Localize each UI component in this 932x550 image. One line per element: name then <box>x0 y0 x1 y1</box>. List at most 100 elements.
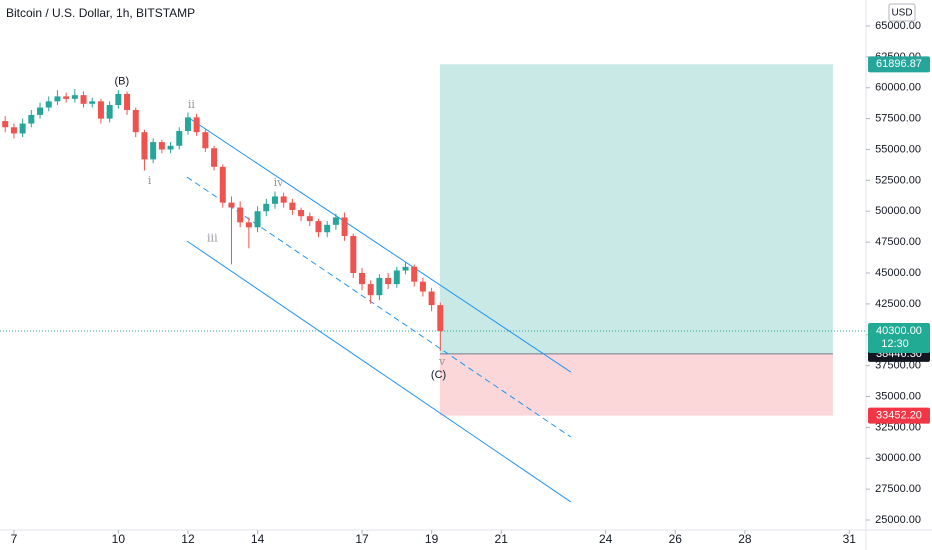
y-tick-label: 25000.00 <box>875 514 921 526</box>
channel-line <box>186 240 572 503</box>
candle-body <box>45 101 52 108</box>
target-price-tag: 61896.87 <box>876 58 922 70</box>
wave-label: ii <box>188 98 196 111</box>
stop-zone <box>439 353 833 416</box>
candle-body <box>132 109 139 133</box>
y-tick-label: 52500.00 <box>875 174 921 186</box>
candle-body <box>141 132 148 160</box>
x-tick-label: 31 <box>843 532 857 546</box>
candle-body <box>115 93 122 106</box>
candle-body <box>167 145 174 150</box>
y-tick-label: 55000.00 <box>875 143 921 155</box>
wave-label: iii <box>207 231 218 244</box>
candle-body <box>411 266 418 282</box>
candle-body <box>158 142 165 150</box>
channel-line <box>188 117 572 373</box>
candle-body <box>97 101 104 119</box>
x-tick-label: 26 <box>669 532 683 546</box>
wave-label: v <box>438 355 446 368</box>
candle-body <box>385 277 392 285</box>
stop-price-tag: 33452.20 <box>876 410 922 422</box>
candle-body <box>237 207 244 223</box>
candle-body <box>263 203 270 212</box>
channel-line <box>186 176 572 438</box>
candle-body <box>176 130 183 146</box>
candle-body <box>211 148 218 167</box>
stop-price-tag-bg <box>868 407 930 424</box>
candle-body <box>271 196 278 204</box>
y-tick-label: 50000.00 <box>875 205 921 217</box>
last-price-tag-bg <box>868 323 930 354</box>
y-tick-label: 47500.00 <box>875 236 921 248</box>
candle-body <box>350 235 357 273</box>
candle-body <box>80 95 87 104</box>
candle-body <box>367 284 374 296</box>
x-tick-label: 12 <box>181 532 195 546</box>
target-zone <box>439 64 833 354</box>
x-tick-label: 14 <box>251 532 265 546</box>
candle-body <box>358 272 365 285</box>
y-tick-label: 60000.00 <box>875 82 921 94</box>
candle-body <box>419 281 426 292</box>
candle-body <box>19 123 26 134</box>
y-tick-label: 35000.00 <box>875 390 921 402</box>
candle-body <box>341 217 348 236</box>
candle-body <box>393 270 400 285</box>
candle-body <box>428 291 435 306</box>
candle-body <box>37 107 44 115</box>
candle-body <box>254 211 261 228</box>
candle-body <box>402 266 409 271</box>
candle-body <box>324 224 331 233</box>
y-tick-label: 32500.00 <box>875 421 921 433</box>
candle-body <box>63 96 70 99</box>
candle-body <box>332 217 339 225</box>
wave-label: (B) <box>114 75 129 87</box>
x-tick-label: 17 <box>355 532 369 546</box>
candle-body <box>376 277 383 296</box>
candle-body <box>315 221 322 233</box>
x-tick-label: 24 <box>599 532 613 546</box>
x-tick-label: 10 <box>112 532 126 546</box>
candle-body <box>89 101 96 104</box>
candle-body <box>298 210 305 217</box>
candle-body <box>245 222 252 228</box>
candle-body <box>2 121 9 128</box>
candle-body <box>28 114 35 124</box>
candle-body <box>124 93 131 110</box>
y-tick-label: 27500.00 <box>875 483 921 495</box>
wave-label: i <box>148 174 152 187</box>
candle-body <box>306 216 313 222</box>
candle-body <box>202 132 209 149</box>
candle-body <box>184 117 191 131</box>
y-tick-label: 30000.00 <box>875 452 921 464</box>
candle-body <box>219 166 226 203</box>
candle-body <box>193 117 200 133</box>
candle-body <box>437 305 444 332</box>
target-price-tag-bg <box>868 56 930 73</box>
y-tick-label: 57500.00 <box>875 113 921 125</box>
candle-body <box>10 127 17 134</box>
x-tick-label: 21 <box>495 532 509 546</box>
wave-label: iv <box>274 176 285 189</box>
x-tick-label: 7 <box>11 532 18 546</box>
countdown: 12:30 <box>881 338 909 350</box>
x-tick-label: 28 <box>738 532 752 546</box>
candle-body <box>106 105 113 119</box>
last-price-tag: 40300.00 <box>876 325 922 337</box>
candle-body <box>289 202 296 211</box>
y-tick-label: 37500.00 <box>875 360 921 372</box>
chart-title: Bitcoin / U.S. Dollar, 1h, BITSTAMP <box>6 6 195 20</box>
y-tick-label: 42500.00 <box>875 298 921 310</box>
currency[interactable]: USD <box>891 8 912 19</box>
wave-label: (C) <box>431 369 446 381</box>
currency-box[interactable] <box>888 3 916 22</box>
candle-body <box>71 95 78 99</box>
y-tick-label: 65000.00 <box>875 20 921 32</box>
candle-body <box>228 202 235 208</box>
x-tick-label: 19 <box>425 532 439 546</box>
y-tick-label: 45000.00 <box>875 267 921 279</box>
candle-body <box>280 196 287 203</box>
candle-body <box>150 142 157 160</box>
